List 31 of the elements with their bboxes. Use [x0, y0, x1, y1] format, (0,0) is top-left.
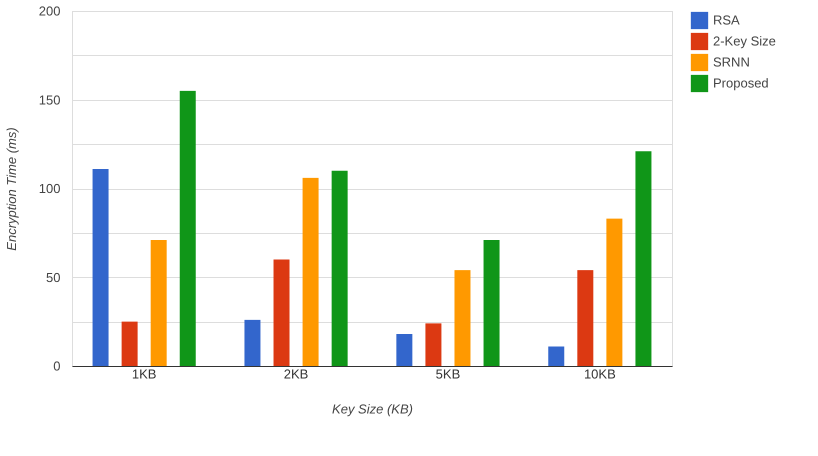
- bar: [454, 270, 470, 366]
- bar: [302, 178, 319, 366]
- bar: [425, 323, 442, 366]
- legend-label: RSA: [713, 12, 740, 28]
- bar: [577, 270, 594, 366]
- legend-label: 2-Key Size: [713, 34, 776, 48]
- x-tick-label: 10KB: [584, 366, 616, 382]
- bar: [244, 320, 260, 366]
- x-axis-title: Key Size (KB): [332, 402, 413, 416]
- bar: [150, 240, 167, 366]
- y-tick-label: 150: [38, 92, 60, 108]
- y-tick-label: 200: [38, 4, 60, 18]
- bar: [484, 240, 500, 366]
- y-tick-label: 50: [46, 270, 60, 285]
- x-tick-label: 5KB: [436, 366, 460, 382]
- legend-label: Proposed: [713, 76, 769, 90]
- bar: [92, 168, 109, 366]
- bar: [274, 260, 290, 366]
- y-axis-title: Encryption Time (ms): [4, 127, 19, 251]
- bar: [122, 322, 138, 366]
- x-tick-label: 2KB: [284, 366, 308, 382]
- bar: [332, 170, 348, 366]
- x-tick-label: 1KB: [132, 366, 156, 382]
- bar: [396, 334, 412, 366]
- bar: [548, 346, 564, 366]
- y-tick-label: 0: [53, 358, 60, 374]
- bar: [635, 151, 652, 366]
- bar: [606, 218, 622, 366]
- bar: [180, 90, 196, 366]
- y-tick-label: 100: [38, 181, 60, 196]
- legend-label: SRNN: [713, 54, 750, 70]
